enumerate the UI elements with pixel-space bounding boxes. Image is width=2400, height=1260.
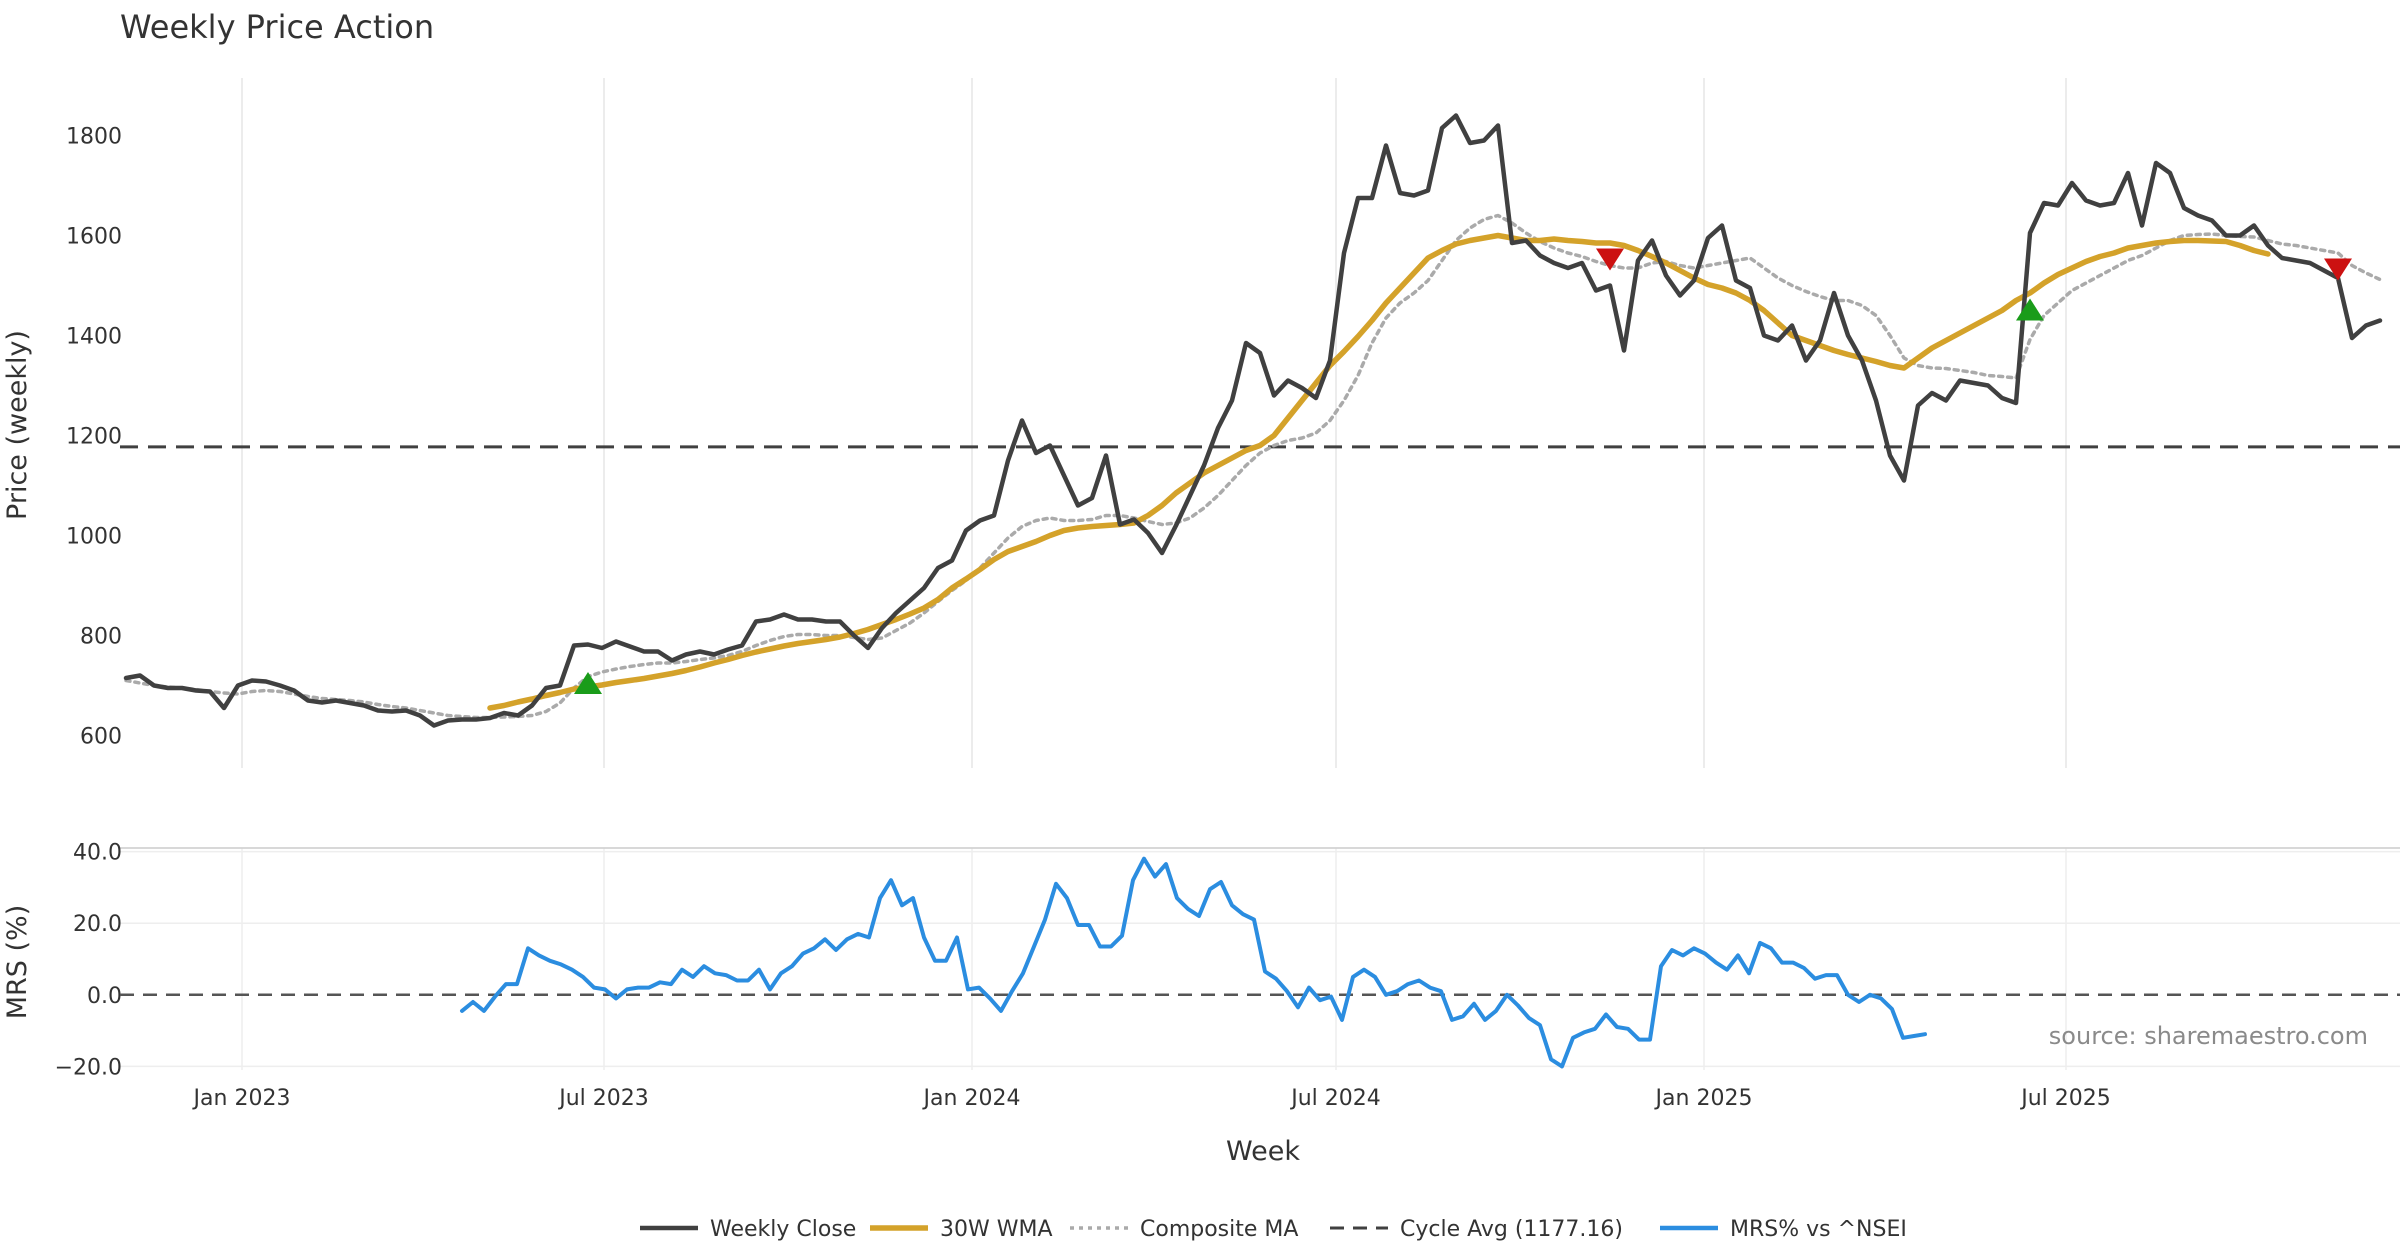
price-y-tick-label: 1800 xyxy=(66,125,122,150)
mrs-y-tick-label: 20.0 xyxy=(73,912,122,937)
series-line-wma xyxy=(487,232,2271,711)
x-tick-label: Jul 2024 xyxy=(1289,1086,1381,1111)
sell-signal-marker xyxy=(2324,258,2352,281)
source-watermark: source: sharemaestro.com xyxy=(2049,1022,2368,1050)
legend-label: Cycle Avg (1177.16) xyxy=(1400,1217,1623,1242)
mrs-y-tick-label: 40.0 xyxy=(73,841,122,866)
mrs-y-axis-title: MRS (%) xyxy=(2,905,33,1020)
legend-label: MRS% vs ^NSEI xyxy=(1730,1217,1907,1242)
mrs-y-tick-label: 0.0 xyxy=(87,984,122,1009)
buy-signal-marker xyxy=(574,672,602,694)
series-line-close xyxy=(123,113,2383,728)
legend-item: 30W WMA xyxy=(870,1217,1053,1242)
x-tick-label: Jan 2023 xyxy=(192,1086,291,1111)
legend-label: 30W WMA xyxy=(940,1217,1053,1242)
legend-label: Composite MA xyxy=(1140,1217,1298,1242)
price-y-tick-label: 800 xyxy=(80,625,122,650)
price-y-tick-label: 1200 xyxy=(66,425,122,450)
price-y-tick-label: 1600 xyxy=(66,225,122,250)
legend-item: Weekly Close xyxy=(640,1217,856,1242)
x-tick-label: Jan 2025 xyxy=(1654,1086,1753,1111)
buy-signal-marker xyxy=(2016,298,2044,321)
x-axis-title: Week xyxy=(1226,1136,1300,1167)
x-tick-label: Jul 2023 xyxy=(557,1086,649,1111)
price-y-tick-label: 1400 xyxy=(66,325,122,350)
x-tick-label: Jul 2025 xyxy=(2019,1086,2111,1111)
mrs-panel: −20.0 0.0 20.0 40.0 xyxy=(55,841,2400,1080)
price-panel: 600 800 1000 1200 1400 1600 1800 xyxy=(66,78,2400,768)
price-y-tick-label: 600 xyxy=(80,725,122,750)
series-line-composite xyxy=(124,213,2382,720)
legend-item: MRS% vs ^NSEI xyxy=(1660,1217,1907,1242)
price-y-axis-title: Price (weekly) xyxy=(2,330,33,520)
mrs-y-tick-label: −20.0 xyxy=(55,1055,122,1080)
x-tick-label: Jan 2024 xyxy=(922,1086,1021,1111)
series-line-mrs xyxy=(460,856,1927,1069)
legend-label: Weekly Close xyxy=(710,1217,856,1242)
price-y-tick-label: 1000 xyxy=(66,525,122,550)
x-axis: Jan 2023 Jul 2023 Jan 2024 Jul 2024 Jan 2025… xyxy=(192,1086,2111,1111)
legend-item: Composite MA xyxy=(1070,1217,1298,1242)
sell-signal-marker xyxy=(1596,248,1624,271)
legend: Weekly Close 30W WMA Composite MA Cycle Avg… xyxy=(640,1217,1907,1242)
legend-item: Cycle Avg (1177.16) xyxy=(1330,1217,1623,1242)
chart-title: Weekly Price Action xyxy=(120,8,434,46)
